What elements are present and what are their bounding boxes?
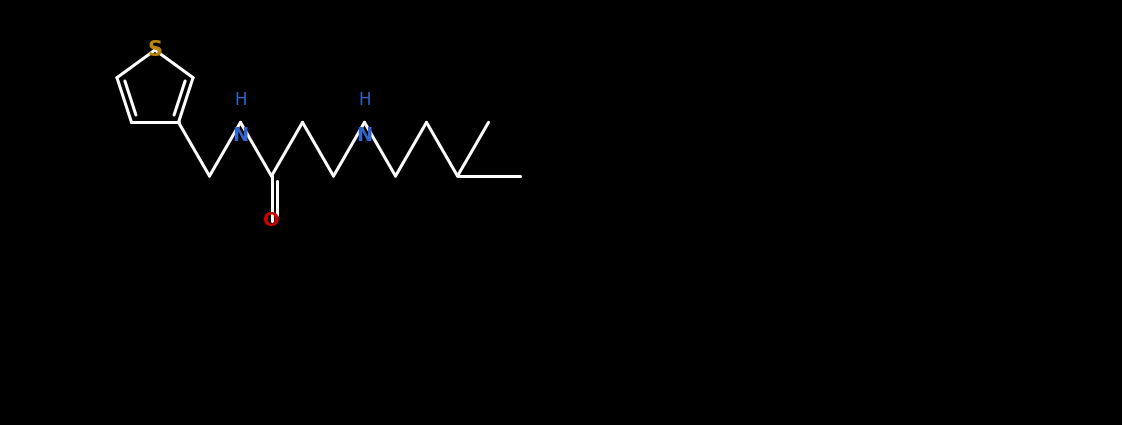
Text: O: O (264, 211, 279, 230)
Text: H: H (358, 91, 370, 109)
Text: N: N (232, 126, 249, 145)
Text: N: N (357, 126, 373, 145)
Text: H: H (234, 91, 247, 109)
Text: S: S (147, 40, 163, 60)
